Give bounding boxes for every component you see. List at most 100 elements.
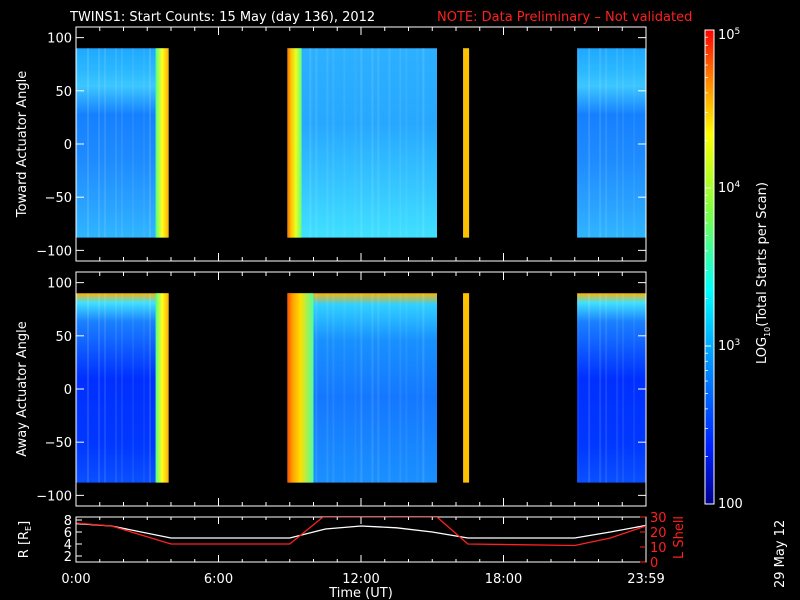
bright-band xyxy=(287,48,302,238)
y-axis-label-left-main: R [R xyxy=(17,531,32,558)
colorbar-tick-label: 103 xyxy=(718,338,740,354)
data-stripe xyxy=(360,48,363,238)
y-tick-label: −50 xyxy=(45,191,72,206)
data-stripe xyxy=(622,48,625,238)
data-stripe xyxy=(605,48,608,238)
data-stripe xyxy=(132,293,134,483)
data-block xyxy=(577,293,646,483)
data-stripe xyxy=(343,48,346,238)
data-stripe xyxy=(377,293,380,483)
x-tick-label: 6:00 xyxy=(204,572,233,587)
colorbar-label: LOG10(Total Starts per Scan) xyxy=(755,182,772,364)
data-stripe xyxy=(371,48,374,238)
data-stripe xyxy=(354,48,357,238)
colorbar-tick-exp: 3 xyxy=(735,338,741,348)
x-tick-label: 0:00 xyxy=(61,572,90,587)
y-tick-label: −100 xyxy=(36,489,72,504)
data-stripe xyxy=(309,48,312,238)
data-stripe xyxy=(405,48,408,238)
data-stripe xyxy=(121,293,123,483)
y-axis-label: Toward Actuator Angle xyxy=(15,71,30,218)
data-stripe xyxy=(633,293,636,483)
date-stamp: 29 May 12 xyxy=(773,520,788,588)
colorbar-tick-label: 100 xyxy=(718,497,743,512)
x-tick-label: 18:00 xyxy=(485,572,522,587)
colorbar-tick-exp: 5 xyxy=(735,27,741,37)
preliminary-note: NOTE: Data Preliminary – Not validated xyxy=(437,10,692,25)
colorbar-tick-label: 104 xyxy=(718,180,741,196)
data-stripe xyxy=(599,48,602,238)
y-tick-label: −100 xyxy=(36,244,72,259)
data-stripe xyxy=(605,293,608,483)
data-block xyxy=(287,48,437,238)
data-stripe xyxy=(332,293,335,483)
data-stripe xyxy=(121,48,123,238)
toward-actuator-heatmap: 100 50 0 −50 −100 Toward Actuator Angle xyxy=(15,26,647,262)
data-stripe xyxy=(104,293,106,483)
x-tick-label: 12:00 xyxy=(342,572,379,587)
data-stripe xyxy=(115,293,117,483)
y-tick-label-right: 0 xyxy=(650,556,658,571)
l-shell-series-line xyxy=(76,517,646,547)
data-stripe xyxy=(422,293,425,483)
y-tick-label: 50 xyxy=(55,85,72,100)
data-stripe xyxy=(76,48,78,238)
data-stripe xyxy=(377,48,380,238)
y-tick-label-right: 20 xyxy=(650,526,667,541)
data-block xyxy=(76,293,169,483)
data-stripe xyxy=(143,48,145,238)
data-stripe xyxy=(343,293,346,483)
data-stripe xyxy=(326,293,329,483)
data-stripe xyxy=(87,48,89,238)
r-series-line xyxy=(76,522,646,539)
y-tick-label: 2 xyxy=(64,550,72,565)
colorbar-tick-exp: 4 xyxy=(735,180,741,190)
data-stripe xyxy=(104,48,106,238)
y-axis-label-left-sub: E xyxy=(24,526,33,531)
bright-band xyxy=(155,293,169,483)
data-stripe xyxy=(577,48,580,238)
data-stripe xyxy=(149,293,151,483)
data-stripe xyxy=(149,48,151,238)
data-stripe xyxy=(332,48,335,238)
bright-band xyxy=(463,48,470,238)
data-stripe xyxy=(416,48,419,238)
data-stripe xyxy=(143,293,145,483)
x-axis-label: Time (UT) xyxy=(328,586,393,600)
y-tick-label: 4 xyxy=(64,538,72,553)
data-stripe xyxy=(87,293,89,483)
data-block xyxy=(76,48,169,238)
y-tick-label: 50 xyxy=(55,330,72,345)
away-actuator-heatmap: 100 50 0 −50 −100 Away Actuator Angle xyxy=(15,271,647,507)
data-stripe xyxy=(616,293,619,483)
data-stripe xyxy=(315,48,318,238)
y-axis-label-left-close: ] xyxy=(17,521,32,526)
x-tick-label: 23:59 xyxy=(627,572,664,587)
data-stripe xyxy=(399,293,402,483)
data-stripe xyxy=(405,293,408,483)
bright-band xyxy=(155,48,169,238)
y-tick-label: −50 xyxy=(45,436,72,451)
data-stripe xyxy=(371,293,374,483)
y-tick-label: 100 xyxy=(47,277,72,292)
colorbar-scale xyxy=(705,30,714,504)
data-stripe xyxy=(599,293,602,483)
data-stripe xyxy=(115,48,117,238)
y-tick-label-right: 10 xyxy=(650,541,667,556)
data-stripe xyxy=(422,48,425,238)
data-stripe xyxy=(388,48,391,238)
colorbar-tick-base: 100 xyxy=(718,497,743,512)
bright-band xyxy=(287,293,314,483)
data-stripe xyxy=(622,293,625,483)
y-tick-label-right: 30 xyxy=(650,511,667,526)
colorbar-tick-base: 10 xyxy=(718,28,735,43)
data-stripe xyxy=(354,293,357,483)
y-axis-label: Away Actuator Angle xyxy=(15,321,30,456)
bright-band xyxy=(463,293,470,483)
y-axis-label-left: R [RE] xyxy=(17,521,33,558)
y-tick-label: 8 xyxy=(64,514,72,529)
data-stripe xyxy=(588,293,591,483)
colorbar-tick-base: 10 xyxy=(718,181,735,196)
